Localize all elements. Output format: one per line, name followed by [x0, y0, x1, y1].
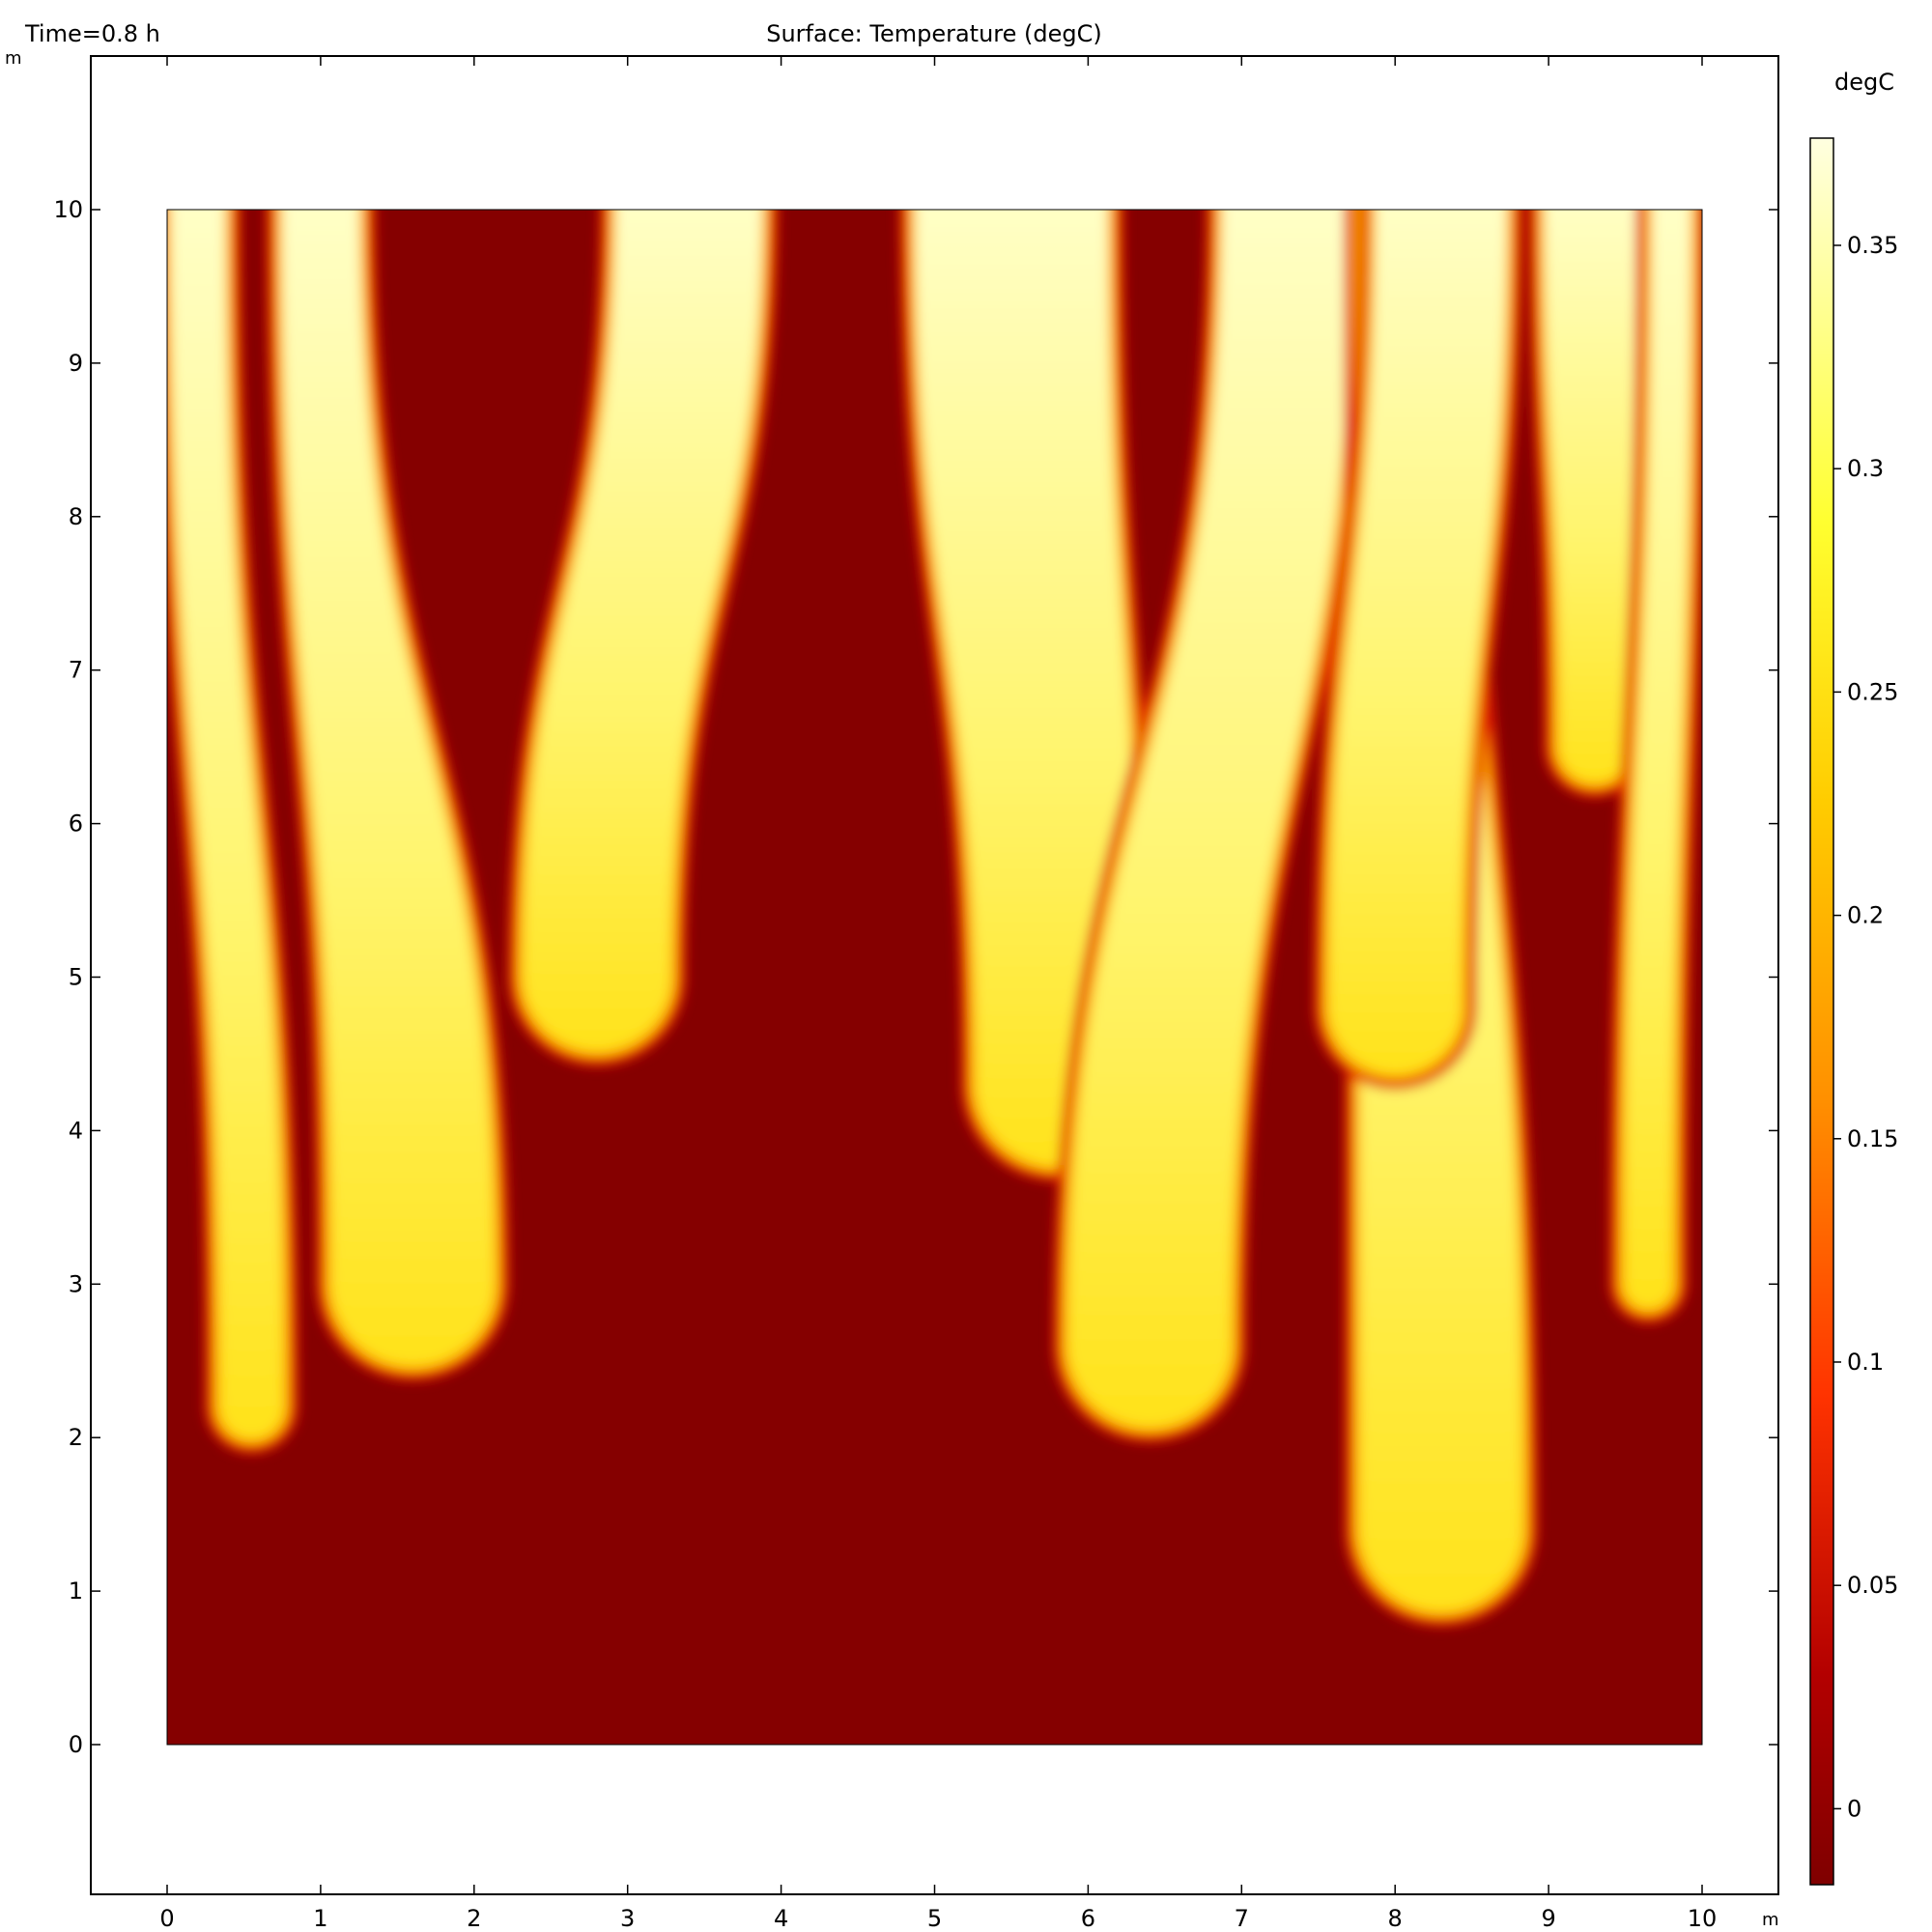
time-label: Time=0.8 h [24, 20, 160, 47]
colorbar-tick-label: 0.05 [1847, 1572, 1898, 1599]
x-tick-label: 4 [774, 1905, 788, 1932]
x-tick-label: 7 [1235, 1905, 1249, 1932]
colorbar-tick-label: 0.1 [1847, 1349, 1884, 1376]
x-tick-label: 8 [1388, 1905, 1403, 1932]
y-tick-label: 7 [69, 657, 83, 684]
x-tick-label: 5 [927, 1905, 942, 1932]
x-tick-label: 0 [159, 1905, 174, 1932]
y-tick-label: 0 [69, 1731, 83, 1758]
heatmap-field [167, 210, 1702, 1745]
y-tick-label: 3 [69, 1270, 83, 1297]
y-unit-label: m [5, 48, 22, 69]
x-unit-label: m [1762, 1910, 1779, 1930]
y-tick-label: 6 [69, 810, 83, 838]
x-tick-label: 1 [313, 1905, 327, 1932]
warm-plume [907, 210, 1147, 1174]
colorbar [1809, 137, 1834, 1886]
colorbar-tick-label: 0 [1847, 1795, 1861, 1822]
colorbar-ticks: 0 0.05 0.1 0.15 0.2 0.25 0.3 0.35 [1833, 232, 1898, 1822]
plume-group [167, 210, 1702, 1627]
warm-plume [1617, 210, 1699, 1315]
colorbar-tick-label: 0.35 [1847, 232, 1898, 259]
warm-plume [516, 210, 770, 1058]
x-tick-label: 6 [1081, 1905, 1095, 1932]
domain-border [166, 209, 1703, 1746]
colorbar-tick-label: 0.15 [1847, 1125, 1898, 1152]
warm-plume [1061, 210, 1361, 1435]
warm-plume [1321, 210, 1515, 1081]
y-tick-label: 5 [69, 964, 83, 991]
x-tick-label: 9 [1541, 1905, 1555, 1932]
warm-plume [167, 210, 291, 1445]
y-axis-ticks: 0 1 2 3 4 5 6 7 8 9 10 [53, 196, 1778, 1758]
x-tick-label: 2 [467, 1905, 481, 1932]
y-tick-label: 9 [69, 350, 83, 377]
x-tick-label: 3 [620, 1905, 635, 1932]
colorbar-unit-label: degC [1834, 69, 1894, 96]
plot-title: Surface: Temperature (degC) [766, 20, 1102, 47]
y-tick-label: 10 [53, 196, 83, 223]
colorbar-tick-label: 0.3 [1847, 455, 1884, 482]
y-tick-label: 8 [69, 503, 83, 530]
colorbar-tick-label: 0.2 [1847, 902, 1884, 929]
y-tick-label: 4 [69, 1117, 83, 1144]
colorbar-tick-label: 0.25 [1847, 678, 1898, 705]
x-tick-label: 10 [1688, 1905, 1718, 1932]
x-axis-ticks: 0 1 2 3 4 5 6 7 8 9 10 [159, 56, 1717, 1932]
y-tick-label: 2 [69, 1424, 83, 1451]
y-tick-label: 1 [69, 1577, 83, 1605]
warm-plume [274, 210, 501, 1373]
